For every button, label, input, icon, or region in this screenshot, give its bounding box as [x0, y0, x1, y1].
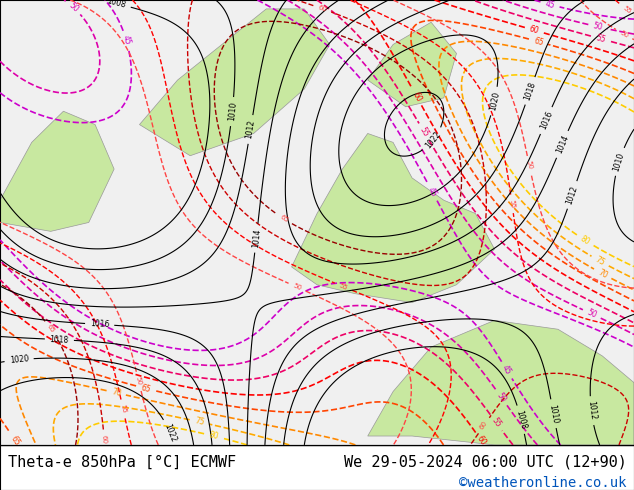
- Polygon shape: [0, 111, 114, 231]
- Polygon shape: [368, 22, 456, 107]
- Text: 1014: 1014: [251, 228, 262, 248]
- Text: 50: 50: [134, 376, 143, 386]
- Text: 50: 50: [585, 308, 598, 320]
- Text: 60: 60: [528, 24, 540, 36]
- Text: 55: 55: [339, 282, 349, 291]
- Text: 1018: 1018: [522, 80, 538, 101]
- Text: 45: 45: [500, 364, 513, 377]
- Text: Theta-e 850hPa [°C] ECMWF: Theta-e 850hPa [°C] ECMWF: [8, 455, 236, 469]
- Text: 1008: 1008: [514, 409, 528, 430]
- Text: 45: 45: [120, 34, 132, 46]
- Text: 1008: 1008: [106, 0, 127, 10]
- Text: 1010: 1010: [612, 151, 626, 172]
- Text: 1012: 1012: [586, 401, 597, 421]
- Text: 1020: 1020: [488, 91, 501, 112]
- Text: 60: 60: [101, 434, 108, 443]
- Polygon shape: [292, 133, 495, 302]
- Text: 75: 75: [193, 416, 205, 427]
- Text: 55: 55: [489, 416, 503, 429]
- Text: 1010: 1010: [227, 101, 238, 122]
- Text: 80: 80: [208, 431, 219, 441]
- Text: 1014: 1014: [554, 134, 570, 155]
- Text: 55: 55: [595, 33, 606, 44]
- Text: 1018: 1018: [49, 335, 69, 344]
- Text: 50: 50: [592, 21, 604, 32]
- Text: 55: 55: [418, 125, 430, 138]
- Text: 50: 50: [526, 160, 533, 170]
- Text: 60: 60: [479, 420, 489, 431]
- Text: 55: 55: [508, 199, 515, 209]
- Text: 50: 50: [292, 283, 302, 292]
- Text: 1022: 1022: [162, 422, 178, 443]
- Text: 1020: 1020: [9, 354, 29, 365]
- Text: 1010: 1010: [547, 403, 560, 424]
- Text: 1016: 1016: [538, 110, 554, 131]
- Text: 55: 55: [623, 5, 633, 15]
- Text: 60: 60: [410, 90, 423, 103]
- Text: 70: 70: [596, 268, 609, 280]
- Text: 1012: 1012: [565, 184, 579, 205]
- Text: We 29-05-2024 06:00 UTC (12+90): We 29-05-2024 06:00 UTC (12+90): [344, 455, 626, 469]
- Text: 65: 65: [140, 383, 152, 394]
- Text: 65: 65: [278, 214, 289, 223]
- Text: 1022: 1022: [424, 129, 443, 150]
- Text: 45: 45: [426, 186, 439, 198]
- Text: 1012: 1012: [245, 119, 257, 140]
- Text: 60: 60: [475, 434, 488, 447]
- Text: 1016: 1016: [90, 319, 110, 329]
- Text: 70: 70: [110, 388, 122, 398]
- Text: 75: 75: [593, 255, 607, 268]
- Text: 60: 60: [317, 4, 328, 13]
- Text: 55: 55: [119, 404, 127, 414]
- Text: 50: 50: [67, 1, 80, 14]
- Text: 45: 45: [544, 0, 556, 10]
- Text: 50: 50: [619, 29, 630, 39]
- Text: 80: 80: [579, 234, 592, 247]
- Text: ©weatheronline.co.uk: ©weatheronline.co.uk: [459, 476, 626, 490]
- Text: 50: 50: [495, 391, 508, 404]
- Text: 65: 65: [46, 323, 56, 334]
- Polygon shape: [368, 320, 634, 445]
- Polygon shape: [139, 9, 330, 156]
- Text: 65: 65: [533, 36, 545, 48]
- Text: 65: 65: [8, 434, 22, 447]
